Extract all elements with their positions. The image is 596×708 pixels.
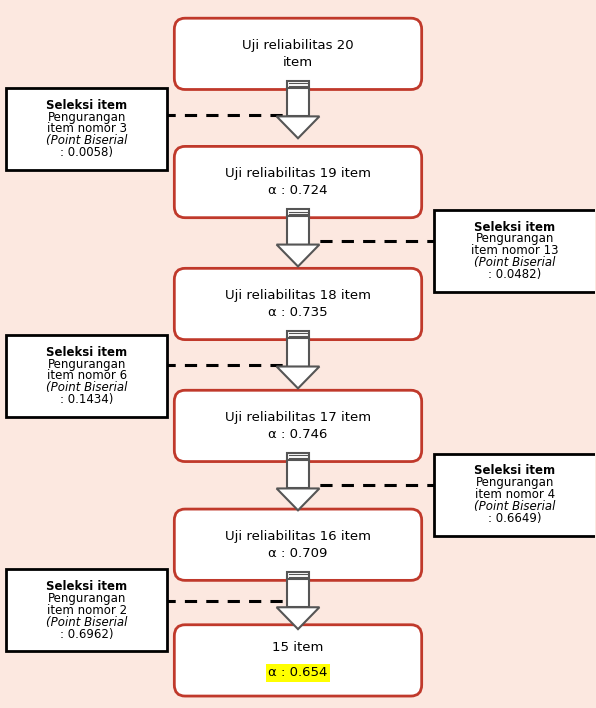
Bar bbox=[287, 217, 309, 244]
Text: Uji reliabilitas 16 item
α : 0.709: Uji reliabilitas 16 item α : 0.709 bbox=[225, 530, 371, 560]
Bar bbox=[287, 209, 309, 217]
Text: Seleksi item: Seleksi item bbox=[46, 346, 128, 359]
FancyBboxPatch shape bbox=[174, 624, 422, 696]
Text: item nomor 4: item nomor 4 bbox=[475, 489, 555, 501]
Bar bbox=[287, 81, 309, 88]
Text: Pengurangan: Pengurangan bbox=[48, 110, 126, 123]
Polygon shape bbox=[277, 367, 319, 389]
Text: Pengurangan: Pengurangan bbox=[48, 592, 126, 605]
Text: : 0.0058): : 0.0058) bbox=[60, 146, 113, 159]
Text: Seleksi item: Seleksi item bbox=[46, 98, 128, 112]
Polygon shape bbox=[277, 116, 319, 138]
Text: Uji reliabilitas 20
item: Uji reliabilitas 20 item bbox=[242, 39, 354, 69]
Text: : 0.0482): : 0.0482) bbox=[488, 268, 542, 281]
Text: (Point Biserial: (Point Biserial bbox=[46, 616, 128, 629]
Bar bbox=[287, 331, 309, 338]
Text: Uji reliabilitas 19 item
α : 0.724: Uji reliabilitas 19 item α : 0.724 bbox=[225, 167, 371, 197]
Polygon shape bbox=[277, 607, 319, 629]
Text: : 0.6649): : 0.6649) bbox=[488, 512, 542, 525]
FancyBboxPatch shape bbox=[434, 210, 595, 292]
Text: : 0.6962): : 0.6962) bbox=[60, 628, 114, 641]
Text: : 0.1434): : 0.1434) bbox=[60, 393, 114, 406]
Text: 15 item: 15 item bbox=[272, 641, 324, 654]
Bar bbox=[287, 571, 309, 579]
Bar bbox=[287, 338, 309, 367]
Text: item nomor 2: item nomor 2 bbox=[47, 604, 127, 617]
Text: Seleksi item: Seleksi item bbox=[474, 464, 555, 477]
Text: Uji reliabilitas 17 item
α : 0.746: Uji reliabilitas 17 item α : 0.746 bbox=[225, 411, 371, 441]
FancyBboxPatch shape bbox=[174, 390, 422, 462]
Bar bbox=[287, 453, 309, 460]
Text: (Point Biserial: (Point Biserial bbox=[474, 500, 555, 513]
Text: Pengurangan: Pengurangan bbox=[476, 476, 554, 489]
FancyBboxPatch shape bbox=[7, 88, 167, 170]
FancyBboxPatch shape bbox=[174, 509, 422, 581]
FancyBboxPatch shape bbox=[174, 18, 422, 89]
Text: (Point Biserial: (Point Biserial bbox=[474, 256, 555, 269]
Text: α : 0.654: α : 0.654 bbox=[268, 666, 328, 680]
Text: Uji reliabilitas 18 item
α : 0.735: Uji reliabilitas 18 item α : 0.735 bbox=[225, 289, 371, 319]
Text: item nomor 13: item nomor 13 bbox=[471, 244, 559, 257]
Bar bbox=[287, 88, 309, 116]
Text: (Point Biserial: (Point Biserial bbox=[46, 135, 128, 147]
FancyBboxPatch shape bbox=[7, 335, 167, 417]
Bar bbox=[287, 460, 309, 489]
Polygon shape bbox=[277, 489, 319, 510]
FancyBboxPatch shape bbox=[174, 268, 422, 340]
Text: (Point Biserial: (Point Biserial bbox=[46, 382, 128, 394]
Text: item nomor 6: item nomor 6 bbox=[47, 370, 127, 382]
Text: Seleksi item: Seleksi item bbox=[474, 221, 555, 234]
FancyBboxPatch shape bbox=[7, 569, 167, 651]
FancyBboxPatch shape bbox=[174, 147, 422, 217]
Polygon shape bbox=[277, 244, 319, 266]
Text: item nomor 3: item nomor 3 bbox=[47, 122, 127, 135]
FancyBboxPatch shape bbox=[434, 454, 595, 536]
Text: Pengurangan: Pengurangan bbox=[48, 358, 126, 370]
Text: Pengurangan: Pengurangan bbox=[476, 232, 554, 246]
Text: Seleksi item: Seleksi item bbox=[46, 580, 128, 593]
Bar bbox=[287, 579, 309, 607]
